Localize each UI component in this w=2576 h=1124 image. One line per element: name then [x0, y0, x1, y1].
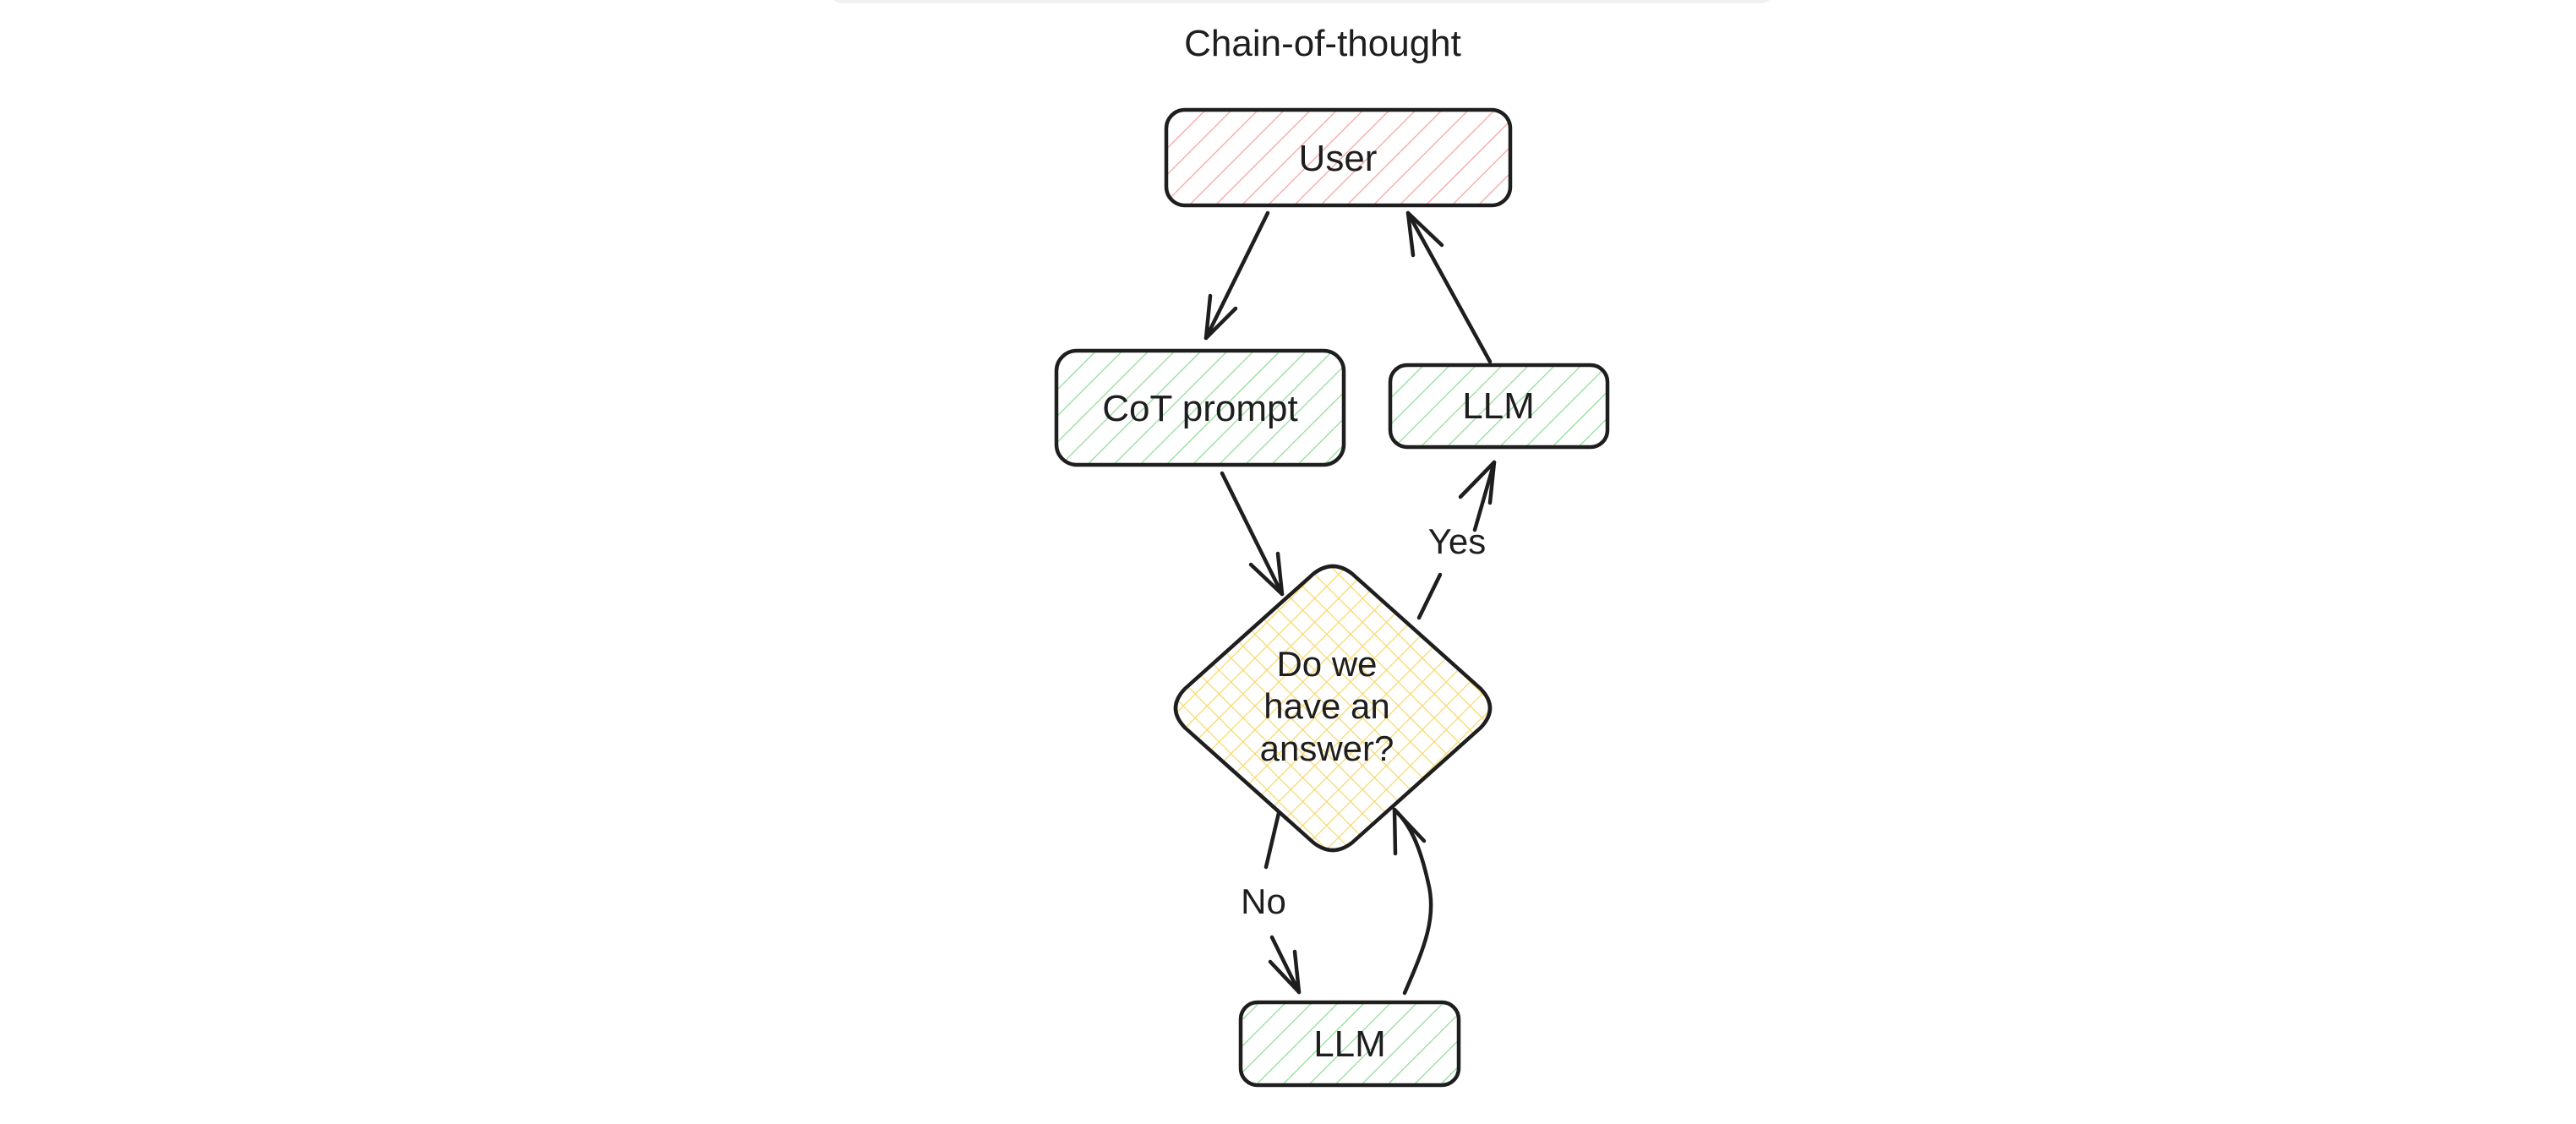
- node-decision-line-3: answer?: [1260, 728, 1394, 768]
- edge-decision-to-llm-yes: [1416, 460, 1497, 620]
- edge-cot-prompt-to-decision: [1220, 471, 1285, 597]
- edge-llm-yes-to-user: [1405, 210, 1493, 364]
- node-llm-yes-label: LLM: [1462, 385, 1535, 427]
- edge-llm-no-to-decision: [1392, 807, 1433, 996]
- edge-yes-label: Yes: [1428, 521, 1487, 561]
- top-panel-shadow: [833, 0, 1770, 3]
- edge-user-to-cot-prompt: [1203, 210, 1270, 341]
- node-decision-line-1: Do we: [1276, 644, 1377, 684]
- node-llm-no[interactable]: LLM: [1238, 1000, 1461, 1088]
- node-decision-line-2: have an: [1263, 686, 1389, 726]
- node-llm-yes[interactable]: LLM: [1388, 363, 1610, 450]
- edge-decision-to-llm-no: [1263, 810, 1302, 995]
- node-cot-prompt[interactable]: CoT prompt: [1054, 348, 1346, 467]
- edge-no-label: No: [1241, 881, 1286, 921]
- node-user[interactable]: User: [1164, 107, 1513, 208]
- diagram-title: Chain-of-thought: [1184, 23, 1461, 64]
- node-decision[interactable]: Do we have an answer?: [1173, 564, 1493, 853]
- node-llm-no-label: LLM: [1313, 1023, 1386, 1065]
- node-cot-prompt-label: CoT prompt: [1102, 388, 1298, 429]
- node-user-label: User: [1299, 138, 1378, 179]
